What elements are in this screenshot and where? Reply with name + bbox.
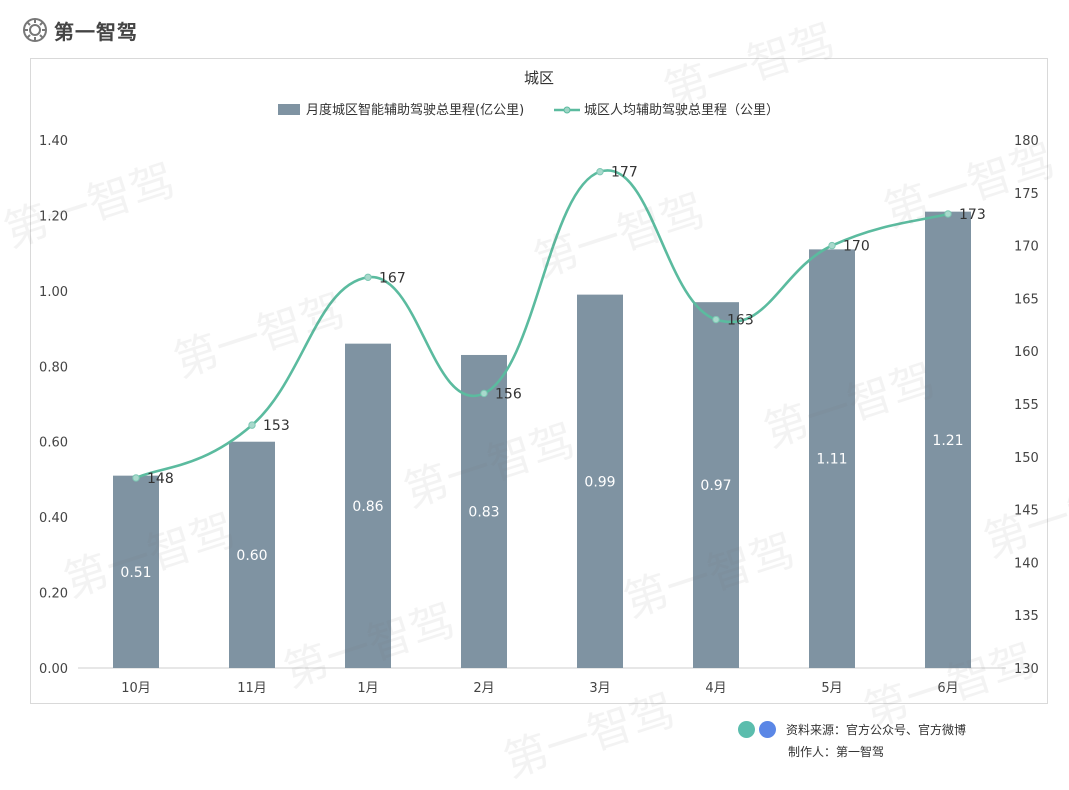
line-series: 148 153 167 156 177 163 170 173 [132, 165, 986, 487]
x-tick-label: 11月 [237, 681, 267, 696]
chart: 城区 月度城区智能辅助驾驶总里程(亿公里) 城区人均辅助驾驶总里程（公里） 0.… [39, 69, 1039, 696]
bar-value-label: 0.51 [120, 565, 151, 581]
bar [925, 211, 971, 668]
bar-value-label: 0.86 [352, 499, 383, 515]
x-tick-label: 3月 [589, 681, 610, 696]
bar [577, 294, 623, 668]
bar-value-label: 1.21 [932, 433, 963, 449]
line-value-label: 170 [843, 239, 870, 255]
bar-value-label: 0.60 [236, 548, 267, 564]
bar [345, 343, 391, 668]
line-point [944, 210, 952, 218]
line-point [712, 315, 720, 324]
line-value-label: 173 [959, 207, 986, 223]
line-point [364, 273, 372, 281]
gear-icon [23, 18, 47, 42]
brand: 第一智驾 [22, 14, 138, 46]
y-right-tick-label: 135 [1014, 609, 1039, 624]
chart-title: 城区 [524, 69, 554, 87]
bar [809, 249, 855, 668]
y-left-tick-label: 1.40 [39, 134, 68, 149]
y-right-tick-label: 165 [1014, 292, 1039, 307]
x-tick-label: 4月 [705, 681, 726, 696]
y-right-tick-label: 145 [1014, 504, 1039, 519]
footer: 资料来源：官方公众号、官方微博 制作人：第一智驾 [738, 718, 1058, 762]
y-right-tick-label: 150 [1014, 451, 1039, 466]
bar [693, 302, 739, 668]
line-point [132, 474, 140, 482]
maker-label: 制作人：第一智驾 [788, 744, 885, 759]
legend-bar-label: 月度城区智能辅助驾驶总里程(亿公里) [306, 102, 524, 118]
y-left-tick-label: 0.00 [39, 662, 68, 677]
bar [113, 475, 159, 668]
line-value-label: 177 [611, 165, 638, 181]
line-point [828, 241, 836, 250]
x-tick-label: 10月 [121, 681, 151, 696]
source-label: 资料来源：官方公众号、官方微博 [786, 722, 967, 737]
x-tick-label: 1月 [357, 681, 378, 696]
line-value-label: 167 [379, 270, 406, 286]
line-value-label: 148 [147, 471, 174, 487]
legend-line-label: 城区人均辅助驾驶总里程（公里） [584, 103, 779, 118]
bar-value-label: 0.83 [468, 504, 499, 520]
line-value-label: 153 [263, 418, 290, 434]
y-right-tick-label: 160 [1014, 345, 1039, 360]
y-right-tick-label: 180 [1014, 134, 1039, 149]
y-left-tick-label: 0.60 [39, 436, 68, 451]
y-axis-left: 0.00 0.20 0.40 0.60 0.80 1.00 1.20 1.40 [39, 134, 68, 677]
bar-series: 0.51 0.60 0.86 0.83 0.99 0.97 1.11 1.21 [113, 211, 971, 668]
y-left-tick-label: 0.20 [39, 587, 68, 602]
legend-line-swatch [554, 106, 580, 114]
line-point [480, 389, 488, 398]
legend: 月度城区智能辅助驾驶总里程(亿公里) 城区人均辅助驾驶总里程（公里） [278, 102, 779, 118]
bar [461, 354, 507, 668]
line-value-label: 163 [727, 313, 754, 329]
x-axis: 10月 11月 1月 2月 3月 4月 5月 6月 [121, 681, 958, 696]
y-right-tick-label: 130 [1014, 662, 1039, 677]
y-right-tick-label: 175 [1014, 187, 1039, 202]
y-left-tick-label: 0.80 [39, 360, 68, 375]
footer-dot-blue [759, 720, 776, 738]
bar-value-label: 0.97 [700, 478, 731, 494]
chart-frame [30, 58, 1048, 704]
line-value-label: 156 [495, 386, 522, 402]
bar [229, 441, 275, 668]
x-tick-label: 5月 [821, 681, 842, 696]
brand-name: 第一智驾 [54, 19, 138, 44]
legend-bar-swatch [278, 104, 300, 115]
x-tick-label: 6月 [937, 681, 958, 696]
y-right-tick-label: 170 [1014, 240, 1039, 255]
y-left-tick-label: 0.40 [39, 511, 68, 526]
y-axis-right: 130 135 140 145 150 155 160 165 170 175 180 [1014, 134, 1039, 677]
y-left-tick-label: 1.00 [39, 285, 68, 300]
x-tick-label: 2月 [473, 681, 494, 696]
bar-value-label: 0.99 [584, 474, 615, 490]
y-right-tick-label: 140 [1014, 556, 1039, 571]
y-left-tick-label: 1.20 [39, 209, 68, 224]
footer-dot-teal [738, 720, 755, 738]
line-path [135, 169, 949, 480]
line-point [248, 421, 256, 429]
bar-value-label: 1.11 [816, 452, 847, 468]
line-point [596, 167, 604, 176]
y-right-tick-label: 155 [1014, 398, 1039, 413]
